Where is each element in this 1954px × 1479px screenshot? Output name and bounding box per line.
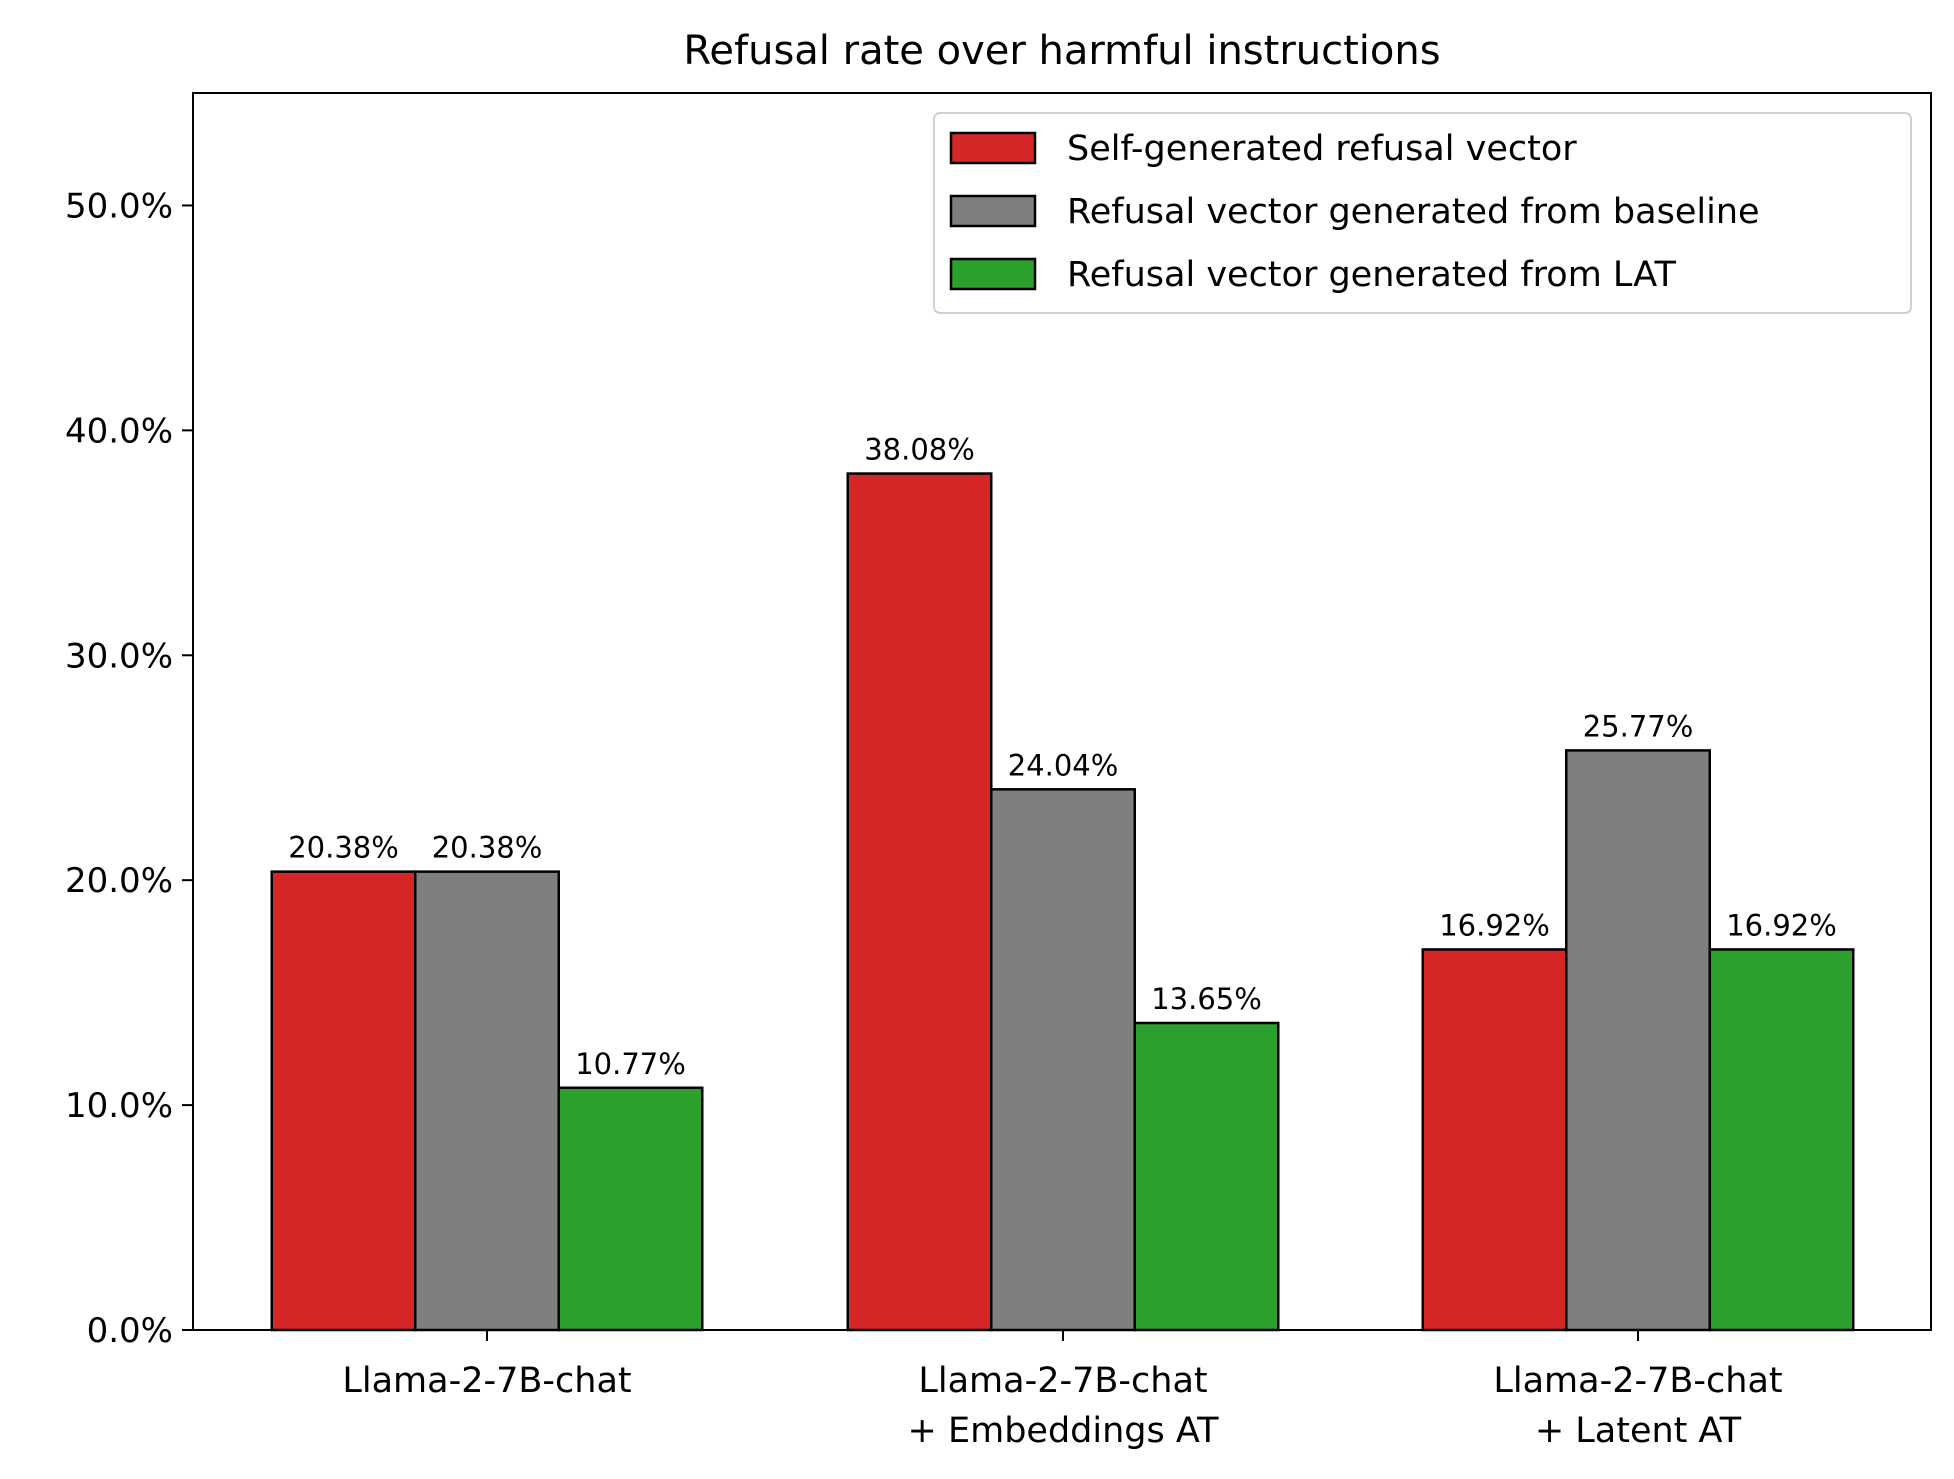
value-label: 38.08% [864,433,975,467]
legend-box [933,112,1912,314]
legend-label: Refusal vector generated from baseline [1067,192,1760,232]
bar-3-1 [557,1086,704,1332]
bar-2-1 [414,870,560,1332]
plot-frame [192,92,1932,1331]
value-label: 20.38% [432,831,543,865]
value-label: 13.65% [1151,982,1262,1016]
y-tick-label: 20.0% [65,861,173,901]
bar-2-2 [990,788,1136,1332]
bar-1-1 [270,870,417,1332]
y-axis: 0.0% 10.0% 20.0% 30.0% 40.0% 50.0% [65,186,193,1351]
x-tick-label: Llama-2-7B-chat [918,1361,1207,1401]
bars-group [270,472,1855,1332]
value-label: 25.77% [1583,709,1694,743]
x-tick-label: + Latent AT [1535,1411,1742,1451]
x-axis: Llama-2-7B-chat Llama-2-7B-chat + Embeddin… [342,1330,1783,1451]
bar-3-3 [1708,948,1855,1332]
y-tick-label: 0.0% [87,1311,173,1351]
chart-title: Refusal rate over harmful instructions [683,28,1440,74]
legend-swatch [949,131,1037,165]
x-tick-label: Llama-2-7B-chat [342,1361,631,1401]
bar-3-2 [1133,1021,1280,1332]
legend-swatch [949,194,1037,228]
value-label: 16.92% [1439,908,1550,942]
legend-label: Self-generated refusal vector [1067,129,1577,169]
value-label: 20.38% [288,831,399,865]
y-tick-label: 50.0% [65,186,173,226]
legend-swatch [949,257,1037,291]
bar-1-3 [1421,948,1568,1332]
value-labels-group: 20.38% 38.08% 16.92% 20.38% 24.04% 25.77% 10.7… [288,433,1837,1081]
x-tick-label: Llama-2-7B-chat [1493,1361,1782,1401]
value-label: 24.04% [1008,748,1119,782]
value-label: 10.77% [575,1047,686,1081]
y-tick-label: 10.0% [65,1086,173,1126]
legend-label: Refusal vector generated from LAT [1067,255,1676,295]
x-tick-label: + Embeddings AT [908,1411,1220,1451]
y-tick-label: 40.0% [65,411,173,451]
value-label: 16.92% [1726,908,1837,942]
legend: Self-generated refusal vector Refusal vec… [933,112,1912,314]
bar-2-3 [1565,749,1711,1332]
y-tick-label: 30.0% [65,636,173,676]
bar-1-2 [846,472,993,1332]
